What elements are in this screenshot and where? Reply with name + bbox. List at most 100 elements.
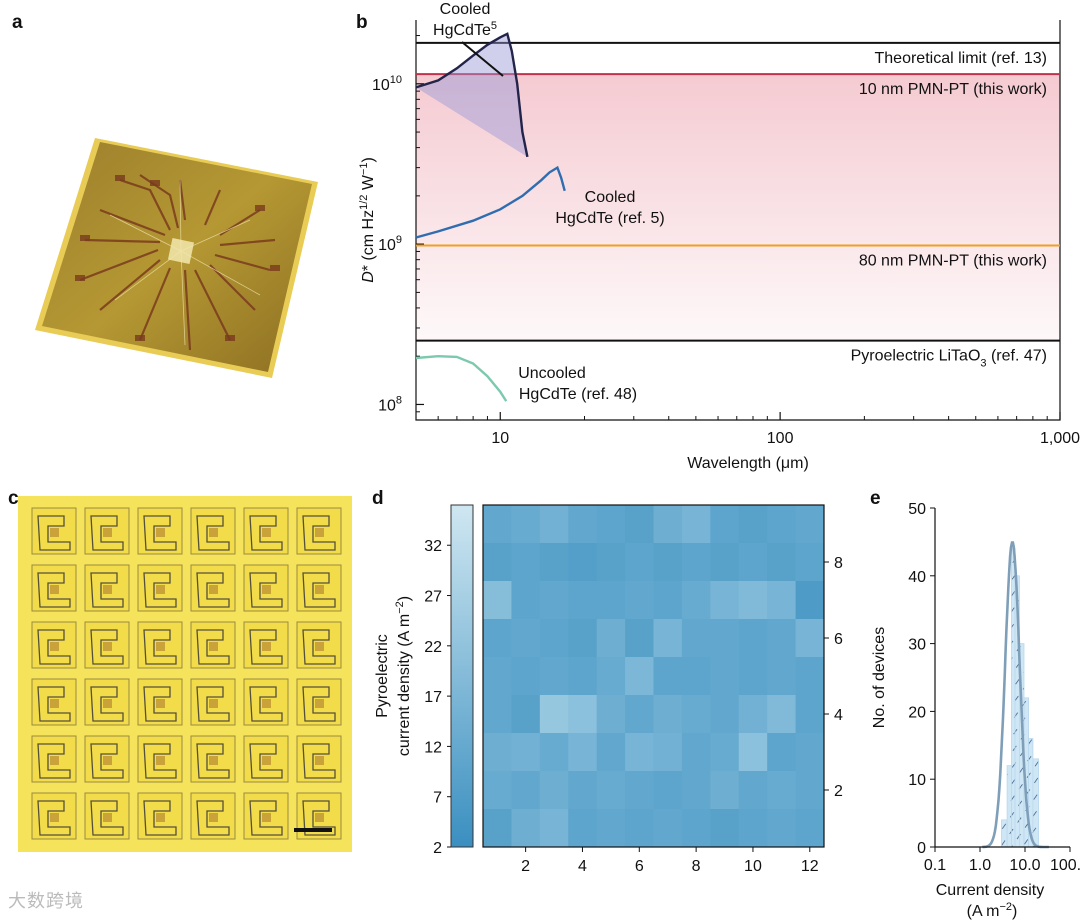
heatmap-cell [653,771,683,810]
heatmap-cell [767,657,797,696]
colorbar-tick-label: 22 [424,639,442,656]
y-tick-label: 108 [378,394,402,414]
heatmap-cell [483,657,512,696]
heatmap-cell [511,581,541,620]
colorbar-tick-label: 32 [424,538,442,555]
heatmap-cell [681,771,711,810]
device-trace [249,686,283,722]
heatmap-cell [710,619,740,658]
heatmap-cell [539,771,569,810]
device-trace [37,686,71,722]
series-label: HgCdTe (ref. 5) [555,210,664,227]
heatmap-cell [568,505,598,544]
device-pad [50,699,59,708]
y-tick-label: 109 [378,234,402,254]
histogram-bar [1001,819,1008,848]
watermark-text: 大数跨境 [8,891,84,911]
device-pad [156,756,165,765]
device-pad [209,699,218,708]
heatmap-cell [511,619,541,658]
device-pad [156,585,165,594]
device-trace [90,686,124,722]
panel-label-a: a [12,12,23,33]
y-tick-label-d: 4 [834,707,843,724]
heatmap-cell [710,771,740,810]
device-pad [315,528,324,537]
heatmap-cell [539,733,569,772]
heatmap-cell [625,543,654,582]
series-line [415,354,508,402]
heatmap-cell [681,695,711,734]
heatmap-cell [767,543,797,582]
heatmap-cell [625,619,654,658]
y-tick-label-e: 50 [908,501,926,518]
heatmap-cell [539,505,569,544]
heatmap-cell [681,657,711,696]
heatmap-cell [511,733,541,772]
heatmap-cell [681,619,711,658]
heatmap-cell [738,809,768,848]
colorbar-title: current density (A m−2) [394,596,413,756]
device-pad [50,528,59,537]
annotation-pointer [461,41,504,77]
heatmap-cell [795,771,825,810]
device-trace [302,629,336,665]
x-tick-label-e: 10.0 [1009,857,1040,874]
device-trace [37,743,71,779]
series-label: HgCdTe (ref. 48) [519,386,637,403]
heatmap-cell [738,771,768,810]
heatmap-cell [653,505,683,544]
colorbar-tick-label: 7 [433,790,442,807]
x-tick-label-d: 4 [578,858,587,875]
histogram-bar [1011,548,1016,848]
performance-band [416,74,1060,341]
x-tick-label-e: 1.0 [969,857,991,874]
device-trace [143,629,177,665]
device-trace [90,515,124,551]
x-tick-label-d: 10 [744,858,762,875]
heatmap-cell [625,809,654,848]
series-label: Cooled [585,189,636,206]
colorbar-tick-label: 27 [424,589,442,606]
heatmap-cell [738,657,768,696]
heatmap-cell [568,809,598,848]
device-trace [143,686,177,722]
heatmap-cell [539,581,569,620]
heatmap-cell [483,543,512,582]
heatmap-cell [795,809,825,848]
series-line [415,32,529,158]
heatmap-cell [596,619,626,658]
device-trace [302,515,336,551]
heatmap-cell [795,657,825,696]
device-pad [262,756,271,765]
device-pad [103,813,112,822]
heatmap-cell [568,543,598,582]
device-trace [196,800,230,836]
heatmap-cell [681,505,711,544]
heatmap-cell [738,505,768,544]
series-label: Uncooled [518,365,586,382]
device-trace [143,800,177,836]
device-pad [209,756,218,765]
device-trace [90,743,124,779]
y-tick-label-e: 20 [908,704,926,721]
device-trace [90,629,124,665]
heatmap-cell [767,581,797,620]
y-axis-label-e: No. of devices [871,627,888,728]
heatmap-cell [767,809,797,848]
heatmap-cell [710,657,740,696]
device-pad [50,756,59,765]
histogram-bar [1006,765,1012,848]
axes-frame-b [415,20,1061,421]
array-photo [18,496,352,852]
heatmap-cell [738,581,768,620]
device-trace [196,743,230,779]
y-tick-label-d: 2 [834,783,843,800]
device-pad [209,813,218,822]
heatmap-cell [681,543,711,582]
heatmap-cell [795,619,825,658]
heatmap-cell [653,619,683,658]
heatmap-cell [511,543,541,582]
heatmap-cell [767,505,797,544]
